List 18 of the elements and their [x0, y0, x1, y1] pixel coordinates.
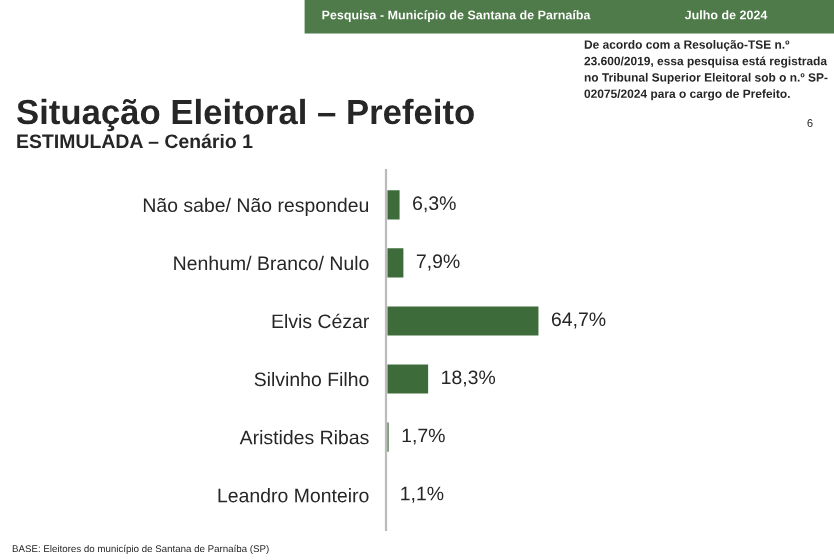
y-tick-label: Leandro Monteiro	[218, 488, 369, 503]
data-label: 1,7%	[402, 428, 445, 445]
bar	[386, 361, 431, 397]
text: ESTIMULADA – Cenário 1	[17, 133, 253, 149]
y-tick-label: Aristides Ribas	[239, 430, 369, 445]
data-label: 6,3%	[413, 196, 456, 213]
y-tick-label: Silvinho Filho	[254, 371, 369, 387]
data-label: 1,1%	[401, 486, 444, 503]
bar	[386, 245, 407, 281]
y-tick-label: Nenhum/ Branco/ Nulo	[174, 255, 369, 271]
bar	[386, 303, 542, 339]
data-label: 64,7%	[551, 312, 606, 329]
data-label: 7,9%	[416, 254, 460, 271]
bar	[386, 187, 403, 223]
data-label: 18,3%	[442, 370, 496, 387]
y-tick-label: Não sabe/ Não respondeu	[143, 197, 369, 216]
chart-title: Situação Eleitoral – Prefeito	[17, 98, 474, 132]
y-tick-label: Elvis Cézar	[272, 313, 370, 329]
